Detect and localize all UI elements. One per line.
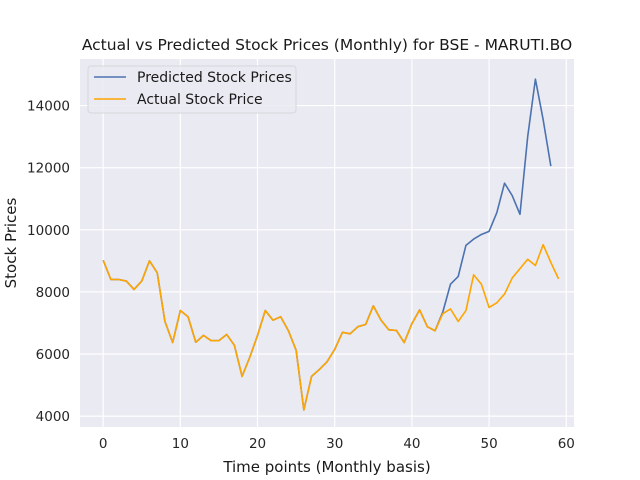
tick-labels: 0 10 20 30 40 50 60 4000 6000 8000 10000 12000 14000 [27, 99, 575, 452]
x-tick-label: 0 [99, 436, 108, 452]
x-tick-label: 10 [172, 436, 189, 452]
legend: Predicted Stock Prices Actual Stock Pric… [87, 65, 297, 114]
x-tick-label: 30 [326, 436, 343, 452]
y-tick-label: 6000 [36, 347, 70, 363]
series-line-actual [102, 243, 560, 411]
chart-title: Actual vs Predicted Stock Prices (Monthl… [82, 36, 572, 54]
series-lines [102, 78, 560, 411]
y-tick-label: 12000 [27, 161, 70, 177]
y-tick-label: 10000 [27, 223, 70, 239]
grid [80, 59, 574, 427]
plot-area [80, 59, 574, 427]
x-tick-label: 50 [481, 436, 498, 452]
legend-label-predicted: Predicted Stock Prices [137, 70, 292, 86]
y-axis-label: Stock Prices [2, 197, 20, 288]
y-tick-label: 8000 [36, 285, 70, 301]
x-axis-label: Time points (Monthly basis) [222, 458, 430, 476]
y-tick-label: 14000 [27, 99, 70, 115]
y-tick-label: 4000 [36, 409, 70, 425]
legend-box [87, 65, 297, 114]
x-tick-label: 40 [403, 436, 420, 452]
x-tick-label: 20 [249, 436, 266, 452]
x-tick-label: 60 [558, 436, 575, 452]
legend-label-actual: Actual Stock Price [137, 92, 263, 108]
